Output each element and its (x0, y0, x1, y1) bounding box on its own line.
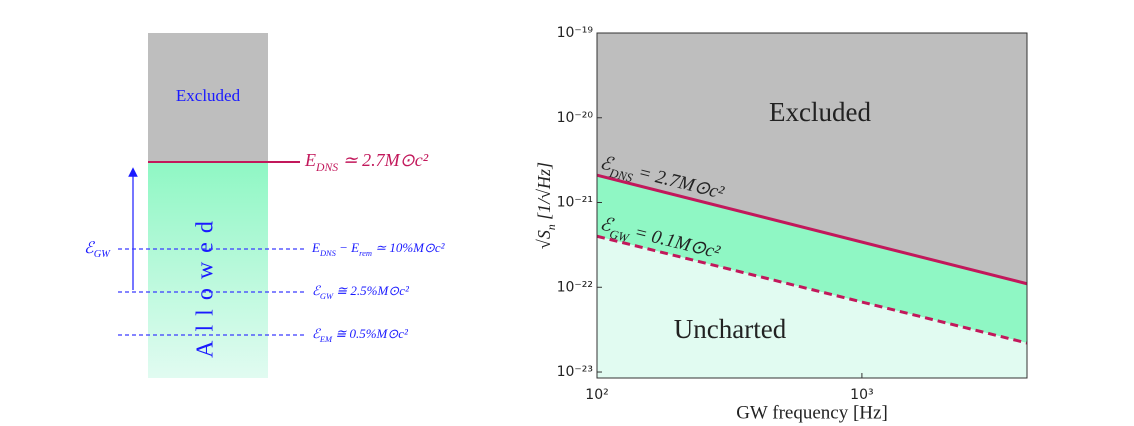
label-part: ℰ (312, 326, 321, 341)
excluded-label: Excluded (176, 86, 241, 105)
label-part: E (304, 150, 316, 170)
math-label: EDNS ≃ 2.7M⊙c² (304, 150, 429, 174)
label-part: ≃ 2.7M⊙c² (338, 150, 429, 170)
subscript: GW (320, 291, 334, 301)
math-label: √Sn [1/√Hz] (534, 162, 558, 249)
plot-frame (596, 32, 1028, 379)
between-region (597, 175, 1027, 343)
y-tick-label: 10⁻²³ (557, 364, 593, 380)
label-part: ℰ (84, 240, 96, 257)
series-line (596, 234, 1028, 345)
subscript: n (545, 224, 558, 230)
x-tick-label: 10² (585, 387, 608, 403)
y-tick-label: 10⁻¹⁹ (557, 25, 594, 41)
x-tick-label: 10³ (850, 387, 873, 403)
math-label: EDNS − Erem ≃ 10%M⊙c² (311, 240, 446, 258)
label-part: E (311, 240, 320, 255)
y-tick-label: 10⁻²⁰ (557, 110, 594, 126)
subscript: EM (319, 334, 333, 344)
x-axis-label: GW frequency [Hz] (736, 402, 888, 423)
math-label: ℰGW (84, 240, 111, 260)
label-part: [1/√Hz] (534, 162, 554, 224)
math-label: ℰGW ≅ 2.5%M⊙c² (312, 283, 410, 301)
math-label: ℰEM ≅ 0.5%M⊙c² (312, 326, 409, 344)
allowed-region (148, 162, 268, 378)
subscript: DNS (319, 248, 337, 258)
energy-diagram: Excluded Allowed (128, 33, 300, 378)
region-label: Excluded (769, 97, 871, 127)
label-part: ≅ 2.5%M⊙c² (333, 283, 410, 298)
y-tick-label: 10⁻²¹ (557, 195, 593, 211)
label-part: − E (336, 240, 359, 255)
label-part: ℰ (312, 283, 321, 298)
subscript: DNS (315, 161, 338, 174)
subscript: GW (608, 227, 632, 246)
label-part: √S (534, 230, 554, 249)
subscript: DNS (607, 165, 634, 185)
excluded-region (597, 33, 1027, 284)
y-tick-label: 10⁻²² (557, 279, 593, 295)
label-part: ≃ 10%M⊙c² (372, 240, 446, 255)
allowed-label: Allowed (193, 212, 219, 358)
series-line (596, 173, 1028, 286)
excluded-region (148, 33, 268, 162)
subscript: rem (359, 248, 372, 258)
label-part: ≅ 0.5%M⊙c² (332, 326, 409, 341)
region-label: Uncharted (674, 314, 787, 344)
uncharted-region (597, 236, 1027, 378)
subscript: GW (94, 249, 112, 260)
